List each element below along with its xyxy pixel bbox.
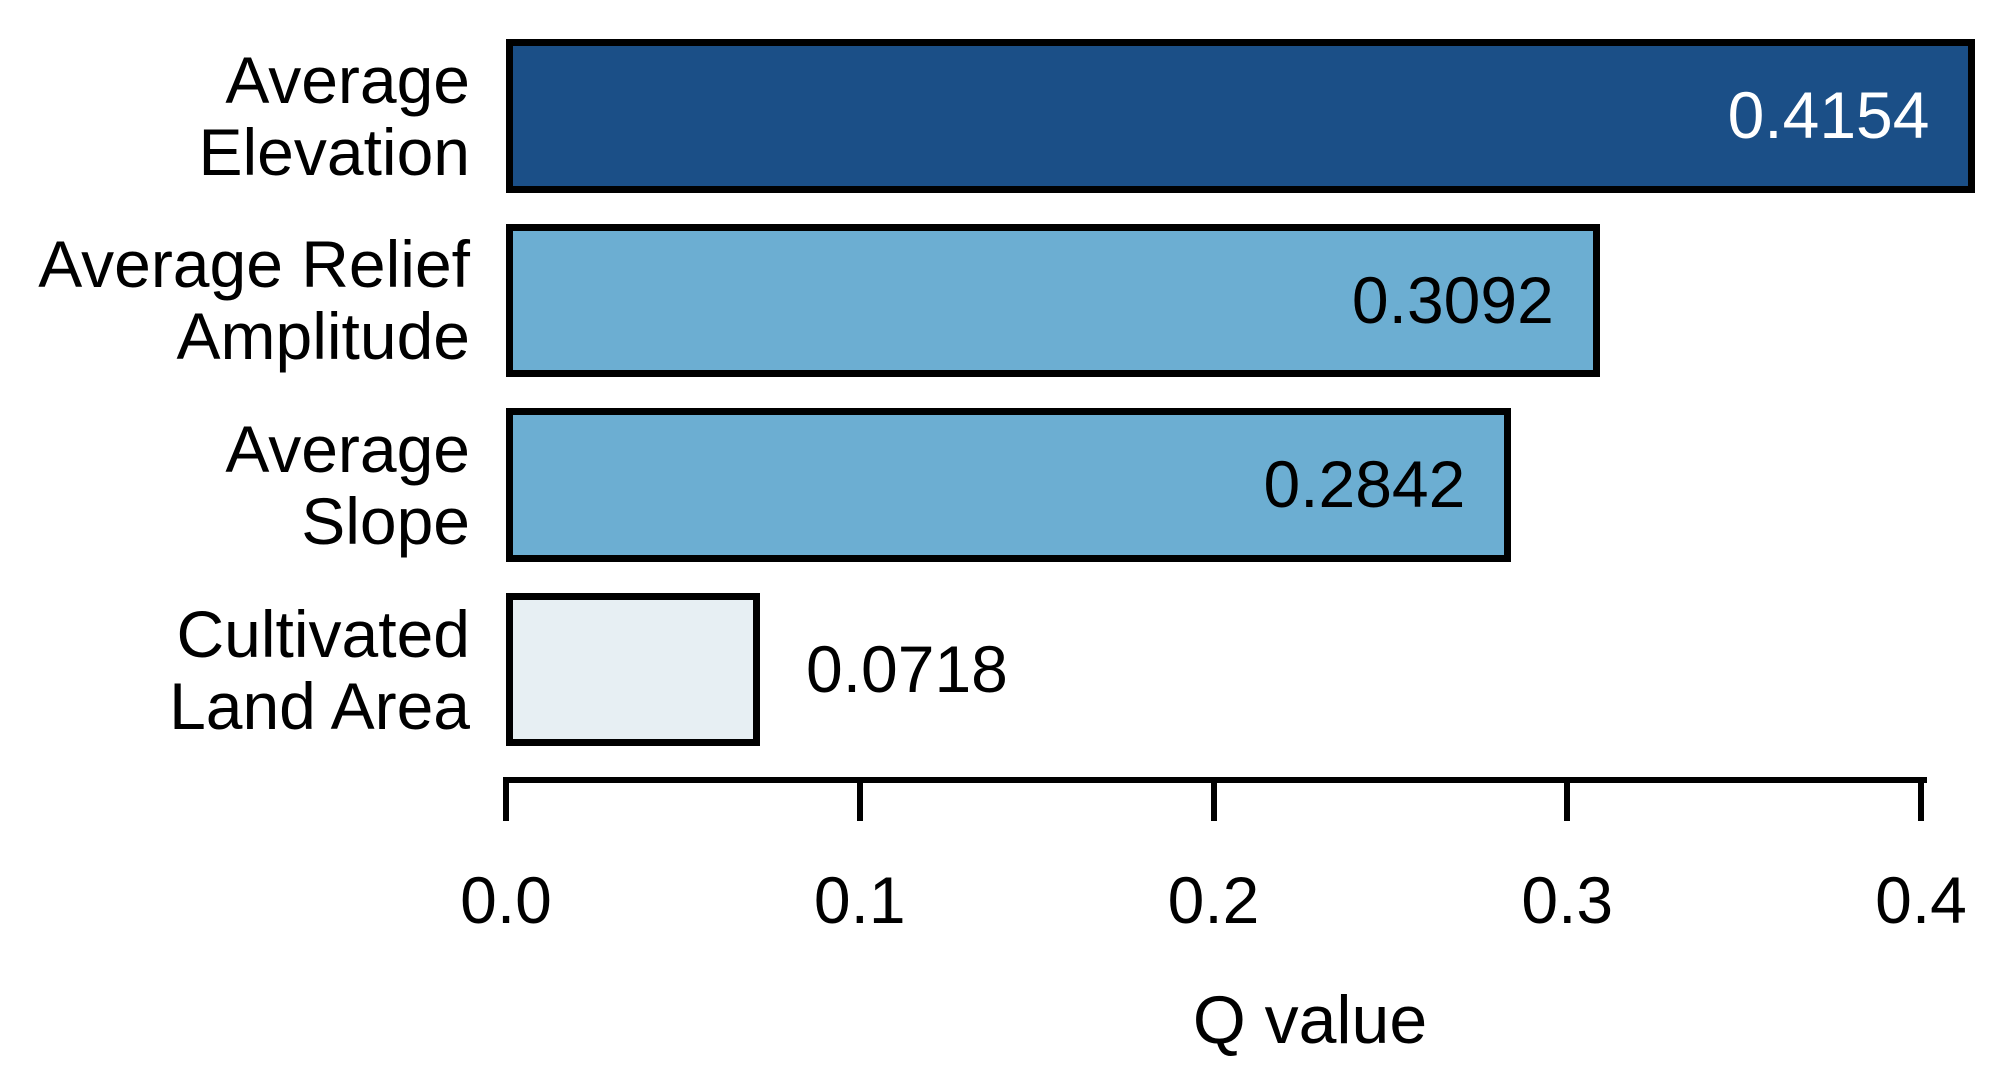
category-label: Average Relief Amplitude — [38, 227, 470, 374]
x-axis-tick — [1210, 777, 1217, 821]
x-axis-tick-label: 0.0 — [460, 863, 552, 937]
category-label: Average Elevation — [198, 42, 470, 189]
x-axis-tick-label: 0.1 — [813, 863, 906, 937]
x-axis-tick-label: 0.4 — [1875, 863, 1967, 937]
x-axis-title: Q value — [1192, 982, 1428, 1058]
bar — [506, 592, 760, 747]
x-axis-tick-label: 0.2 — [1167, 863, 1260, 937]
category-label: Cultivated Land Area — [169, 596, 470, 743]
x-axis-tick-label: 0.3 — [1521, 863, 1614, 937]
bar-value-label: 0.4154 — [1727, 78, 1930, 152]
category-label: Average Slope — [225, 411, 470, 558]
x-axis-tick — [1564, 777, 1571, 821]
bar — [506, 223, 1600, 378]
bar-value-label: 0.3092 — [1351, 262, 1554, 337]
x-axis-tick — [1918, 777, 1924, 821]
bar — [506, 408, 1512, 562]
bar-value-label: 0.2842 — [1263, 447, 1466, 522]
bar — [506, 39, 1976, 193]
x-axis-tick — [856, 777, 863, 821]
bar-value-label: 0.0718 — [805, 631, 1008, 706]
x-axis-tick — [503, 777, 509, 821]
